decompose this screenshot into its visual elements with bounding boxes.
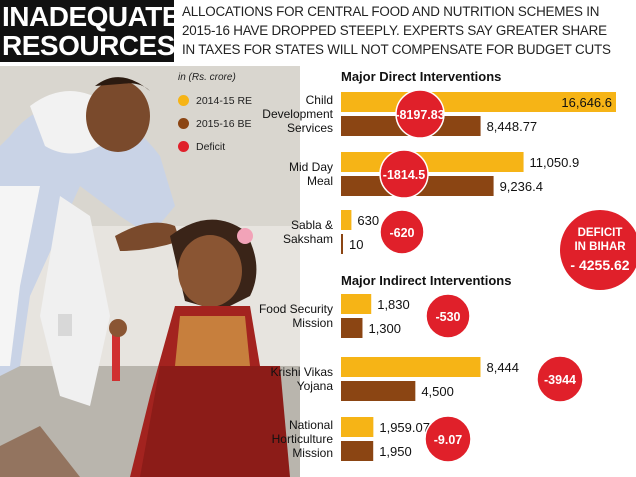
group-title-1: Major Indirect Interventions [341,273,511,288]
deficit-circle-1-0 [425,293,471,339]
bar-re-1-0 [341,294,372,314]
deficit-label-1-0: -530 [435,310,460,324]
category-label-1-1-0: Krishi Vikas [271,365,333,379]
bar-be-0-2 [341,234,343,254]
category-label-1-1-1: Yojana [297,379,334,393]
legend-swatch-re [178,95,189,106]
legend-item-be: 2015-16 BE [178,112,288,135]
bar-re-0-2 [341,210,352,230]
bar-be-1-1 [341,381,416,401]
legend-swatch-be [178,118,189,129]
bar-re-1-2 [341,417,374,437]
deficit-label-0-0: -8197.83 [395,108,444,122]
category-label-0-1-0: Mid Day [289,160,333,174]
legend-label-re: 2014-15 RE [196,94,253,107]
category-label-0-2-0: Sabla & [291,218,333,232]
subheadline: ALLOCATIONS FOR CENTRAL FOOD AND NUTRITI… [182,2,636,59]
subhead-line-2: 2015-16 HAVE DROPPED STEEPLY. EXPERTS SA… [182,23,607,38]
legend-item-re: 2014-15 RE [178,89,288,112]
value-label-re-1-0: 1,830 [377,297,410,312]
category-label-0-0-2: Services [287,121,333,135]
category-label-1-2-2: Mission [292,446,333,460]
legend-unit: in (Rs. crore) [178,72,236,83]
category-label-0-0-1: Development [262,107,333,121]
category-label-0-1-1: Meal [307,174,333,188]
value-label-be-1-2: 1,950 [379,444,412,459]
deficit-label-1-2: -9.07 [434,433,463,447]
value-label-re-0-2: 630 [357,213,379,228]
bihar-callout-line-0: DEFICIT [578,227,623,239]
deficit-label-0-2: -620 [389,226,414,240]
bihar-deficit-circle [560,210,636,290]
legend-swatch-deficit [178,141,189,152]
bar-be-1-2 [341,441,374,461]
bihar-callout-value: - 4255.62 [570,257,629,273]
value-label-be-1-1: 4,500 [421,384,454,399]
deficit-circle-0-2 [379,209,425,255]
value-label-be-0-0: 8,448.77 [487,119,538,134]
bar-be-1-0 [341,318,363,338]
deficit-circle-1-1 [536,355,584,403]
category-label-1-2-1: Horticulture [272,432,334,446]
photo-illustration [0,66,300,477]
legend-label-be: 2015-16 BE [196,117,252,130]
category-label-1-2-0: National [289,418,333,432]
category-label-0-2-1: Saksham [283,232,333,246]
deficit-circle-0-0 [395,89,445,139]
header: INADEQUATE RESOURCES ALLOCATIONS FOR CEN… [0,0,636,62]
subhead-line-3: IN TAXES FOR STATES WILL NOT COMPENSATE … [182,42,611,57]
subhead-line-1: ALLOCATIONS FOR CENTRAL FOOD AND NUTRITI… [182,4,600,19]
headline-line-1: INADEQUATE [2,1,181,32]
deficit-circle-1-2 [424,415,472,463]
legend-label-deficit: Deficit [196,140,226,153]
legend-item-deficit: Deficit [178,135,288,158]
group-title-0: Major Direct Interventions [341,69,501,84]
deficit-circle-0-1 [379,149,429,199]
headline-box: INADEQUATE RESOURCES [0,0,181,62]
bar-re-1-1 [341,357,481,377]
value-label-re-0-0: 16,646.6 [561,95,612,110]
category-label-1-0-1: Mission [292,316,333,330]
value-label-be-1-0: 1,300 [368,321,401,336]
value-label-re-0-1: 11,050.9 [530,155,580,170]
value-label-re-1-1: 8,444 [486,360,519,375]
value-label-re-1-2: 1,959.07 [379,420,430,435]
category-label-0-0-0: Child [306,93,333,107]
bar-re-0-1 [341,152,524,172]
legend: in (Rs. crore) 2014-15 RE 2015-16 BE Def… [178,72,288,158]
deficit-label-1-1: -3944 [544,373,576,387]
value-label-be-0-1: 9,236.4 [500,179,543,194]
category-label-1-0-0: Food Security [259,302,333,316]
bihar-callout-line-1: IN BIHAR [574,241,626,253]
value-label-be-0-2: 10 [349,237,363,252]
headline-line-2: RESOURCES [2,30,175,61]
deficit-label-0-1: -1814.5 [383,168,425,182]
